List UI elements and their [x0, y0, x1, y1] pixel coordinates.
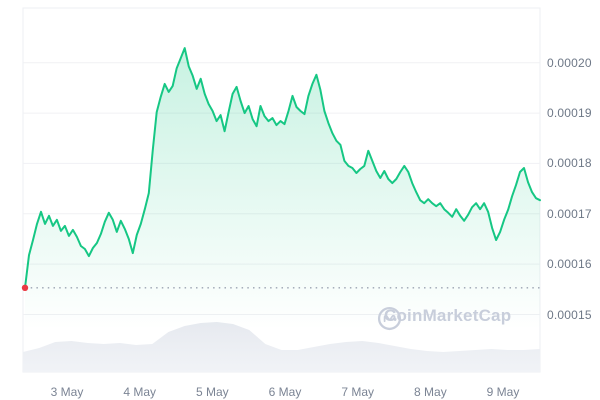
- x-axis-label: 3 May: [50, 385, 84, 399]
- price-area: [25, 48, 540, 332]
- x-axis-label: 5 May: [195, 385, 229, 399]
- y-axis-label: 0.00020: [547, 55, 592, 70]
- x-axis-label: 9 May: [486, 385, 520, 399]
- volume-area: [23, 322, 540, 372]
- price-line: [24, 47, 541, 289]
- watermark-label: CoinMarketCap: [384, 306, 512, 325]
- x-axis-label: 4 May: [123, 385, 157, 399]
- y-axis-label: 0.00016: [547, 257, 592, 272]
- y-axis-label: 0.00019: [547, 106, 592, 121]
- coinmarketcap-watermark[interactable]: CoinMarketCap: [377, 306, 512, 331]
- x-axis-label: 8 May: [414, 385, 447, 399]
- y-axis-label: 0.00018: [547, 156, 592, 171]
- y-axis-label: 0.00017: [547, 206, 592, 221]
- open-price-marker: [21, 284, 29, 291]
- x-axis-label: 6 May: [268, 385, 302, 399]
- x-axis-label: 7 May: [341, 385, 375, 399]
- y-axis-label: 0.00015: [547, 307, 592, 322]
